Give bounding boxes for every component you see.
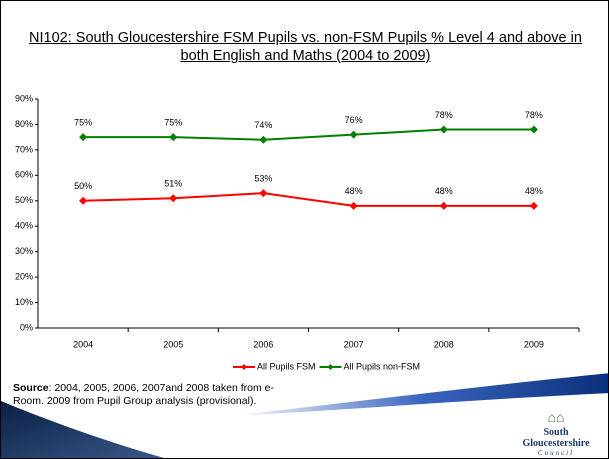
y-tick-label: 70% (15, 144, 33, 154)
marker (79, 133, 88, 142)
legend-marker (241, 364, 247, 370)
marker (259, 135, 268, 144)
data-label: 76% (345, 115, 363, 125)
marker (529, 201, 538, 210)
data-label: 51% (164, 179, 182, 189)
marker (169, 194, 178, 203)
swoosh (231, 373, 608, 416)
data-label: 78% (525, 110, 543, 120)
marker (439, 201, 448, 210)
source-text: : 2004, 2005, 2006, 2007and 2008 taken f… (13, 382, 274, 407)
data-label: 78% (435, 110, 453, 120)
marker (349, 130, 358, 139)
data-label: 50% (74, 181, 92, 191)
marker (79, 196, 88, 205)
y-tick-label: 0% (20, 322, 33, 332)
source-label: Source (13, 382, 49, 394)
y-tick-label: 30% (15, 246, 33, 256)
series-line (83, 192, 534, 207)
data-label: 48% (525, 186, 543, 196)
y-tick-label: 50% (15, 195, 33, 205)
data-label: 48% (345, 186, 363, 196)
data-label: 75% (74, 118, 92, 128)
marker (439, 125, 448, 134)
corner-shape (1, 401, 164, 458)
legend-marker (327, 364, 334, 370)
logo-name: South Gloucestershire (522, 427, 590, 449)
marker (529, 125, 538, 134)
data-label: 53% (254, 174, 272, 184)
source: Source: 2004, 2005, 2006, 2007and 2008 t… (13, 382, 283, 408)
y-tick-label: 80% (15, 119, 33, 129)
title: NI102: South Gloucestershire FSM Pupils … (29, 30, 582, 64)
x-tick-label: 2009 (524, 339, 544, 349)
logo-sub: Council (537, 449, 575, 457)
legend-label: All Pupils non-FSM (344, 361, 421, 371)
x-tick-label: 2004 (73, 339, 93, 349)
y-tick-label: 20% (15, 271, 33, 281)
x-tick-label: 2006 (253, 339, 273, 349)
logo-icon: ⌂⌂ (547, 411, 565, 426)
marker (169, 133, 178, 142)
marker (349, 201, 358, 210)
y-tick-label: 90% (15, 93, 33, 103)
data-label: 48% (435, 186, 453, 196)
y-tick-label: 10% (15, 297, 33, 307)
x-tick-label: 2007 (344, 339, 364, 349)
data-label: 74% (254, 120, 272, 130)
y-tick-label: 60% (15, 170, 33, 180)
x-tick-label: 2005 (163, 339, 183, 349)
y-tick-label: 40% (15, 221, 33, 231)
data-label: 75% (164, 118, 182, 128)
legend-label: All Pupils FSM (257, 361, 316, 371)
marker (259, 189, 268, 198)
x-tick-label: 2008 (434, 339, 454, 349)
series-line (83, 128, 534, 141)
logo: ⌂⌂ South Gloucestershire Council (516, 411, 596, 457)
